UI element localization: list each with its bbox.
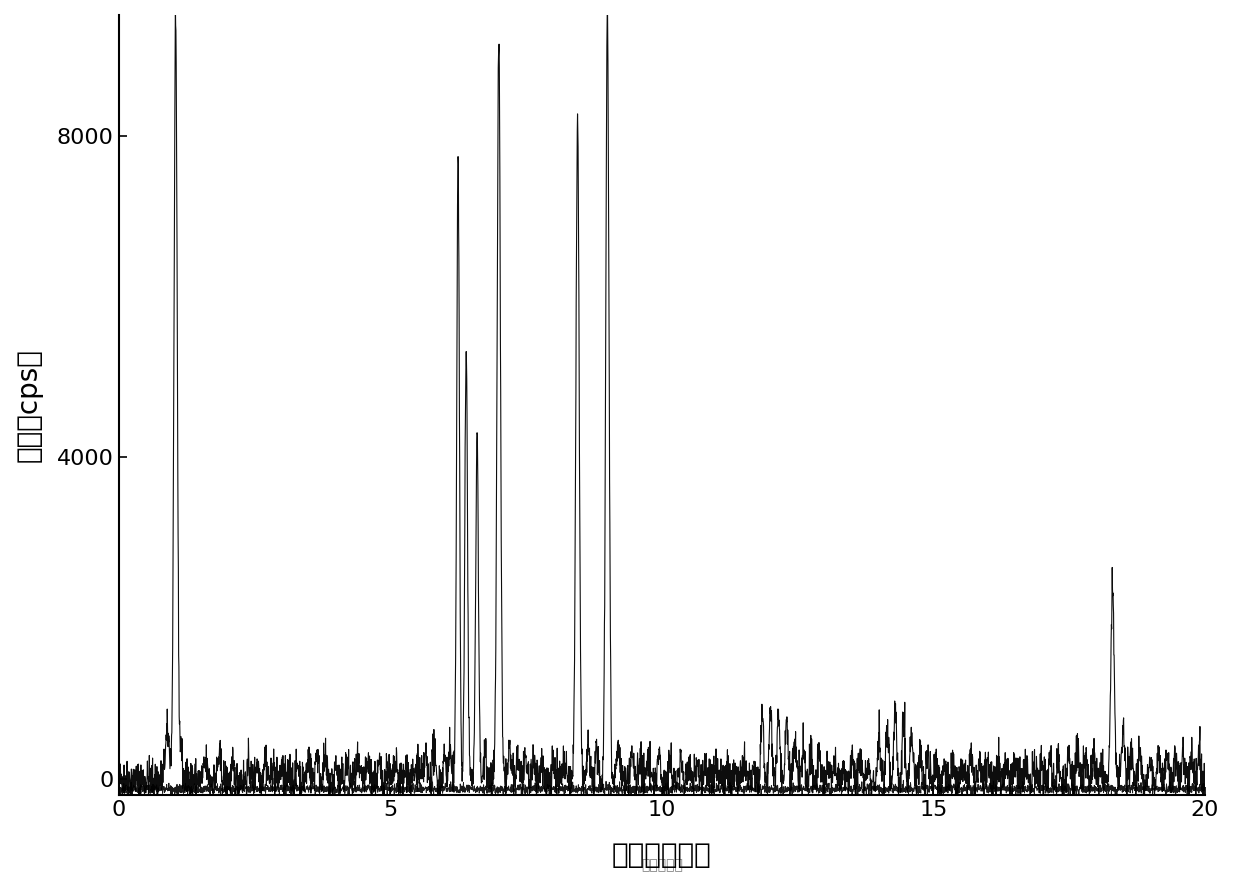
Y-axis label: 强度（cps）: 强度（cps） [15, 348, 43, 462]
X-axis label: 时间（分钟）: 时间（分钟） [612, 841, 712, 869]
Text: 图（分钟）: 图（分钟） [640, 857, 682, 872]
